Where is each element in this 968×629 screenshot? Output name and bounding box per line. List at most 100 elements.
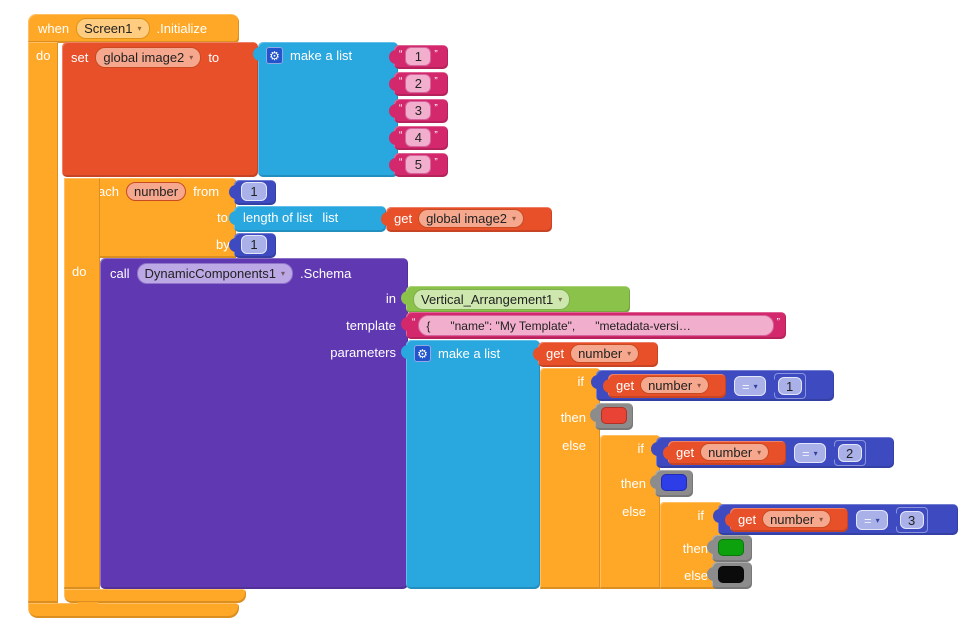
variable-dropdown-value: number (648, 377, 693, 393)
string-block[interactable]: “ 4 ” (389, 126, 448, 150)
arrangement-dropdown[interactable]: Vertical_Arrangement1 ▾ (413, 289, 571, 310)
open-quote: “ (412, 317, 416, 328)
get-number-block[interactable]: get number ▾ (603, 374, 726, 398)
equals-operator-dropdown[interactable]: = ▾ (794, 443, 826, 463)
equals-operator-value: = (742, 378, 750, 394)
chevron-down-icon: ▾ (813, 448, 818, 458)
when-left-column (28, 42, 58, 603)
set-variable-block[interactable]: set global image2 ▾ to (62, 42, 258, 177)
open-quote: “ (399, 76, 403, 87)
compare-block-2[interactable]: get number ▾ = ▾ 2 (651, 437, 894, 468)
compare-block-1[interactable]: get number ▾ = ▾ 1 (591, 370, 834, 401)
get-number-block[interactable]: get number ▾ (725, 508, 848, 532)
arrangement-dropdown-value: Vertical_Arrangement1 (421, 292, 554, 307)
number-block[interactable]: 1 (769, 373, 806, 399)
if-block-1[interactable]: if then else (540, 368, 600, 589)
call-schema-block[interactable]: call DynamicComponents1 ▾ .Schema in tem… (100, 258, 408, 589)
variable-dropdown[interactable]: number ▾ (570, 344, 640, 363)
number-block[interactable]: 2 (829, 440, 866, 466)
variable-dropdown[interactable]: number ▾ (640, 376, 710, 394)
color-block[interactable] (707, 535, 752, 562)
event-name-label: .Initialize (156, 21, 208, 36)
number-field[interactable]: 1 (241, 182, 267, 201)
chevron-down-icon: ▾ (627, 349, 632, 358)
string-block[interactable]: “ 5 ” (389, 153, 448, 177)
number-field[interactable]: 1 (241, 235, 267, 254)
make-a-list-label: make a list (438, 346, 501, 361)
template-string-block[interactable]: “ { "name": "My Template", "metadata-ver… (401, 312, 786, 339)
string-text-field[interactable]: 3 (405, 101, 432, 120)
if-label: if (577, 374, 585, 389)
when-event-block[interactable]: when Screen1 ▾ .Initialize (28, 14, 239, 43)
screen-dropdown[interactable]: Screen1 ▾ (76, 18, 150, 39)
for-each-do-label: do (72, 264, 87, 279)
color-block[interactable] (590, 403, 633, 430)
component-selector-block[interactable]: Vertical_Arrangement1 ▾ (401, 286, 630, 313)
set-variable-value: global image2 (103, 50, 185, 65)
length-of-list-block[interactable]: length of list list (229, 206, 386, 232)
string-text-field[interactable]: 2 (405, 74, 432, 93)
for-each-left-column (64, 178, 100, 589)
get-label: get (394, 211, 413, 226)
variable-dropdown[interactable]: number ▾ (762, 510, 832, 528)
number-field[interactable]: 2 (837, 444, 862, 462)
close-quote: ” (776, 317, 780, 328)
string-block[interactable]: “ 2 ” (389, 72, 448, 96)
if-block-2[interactable]: if then else (600, 435, 660, 589)
chevron-down-icon: ▾ (189, 53, 194, 62)
by-label: by (216, 237, 230, 252)
template-label: template (346, 318, 396, 333)
color-swatch-red[interactable] (601, 407, 627, 424)
else-label: else (684, 568, 708, 583)
set-variable-dropdown[interactable]: global image2 ▾ (95, 47, 202, 68)
get-variable-dropdown[interactable]: global image2 ▾ (418, 209, 525, 228)
variable-dropdown-value: number (708, 444, 753, 460)
number-field[interactable]: 1 (777, 377, 802, 395)
mutator-gear-icon[interactable]: ⚙ (414, 345, 431, 362)
number-field[interactable]: 3 (899, 511, 924, 529)
equals-operator-value: = (864, 512, 872, 528)
make-a-list-block-2[interactable]: ⚙ make a list (401, 340, 540, 589)
get-number-block[interactable]: get number ▾ (533, 342, 658, 367)
get-number-block[interactable]: get number ▾ (663, 441, 786, 465)
variable-dropdown[interactable]: number ▾ (700, 443, 770, 461)
color-swatch-green[interactable] (718, 539, 744, 556)
equals-operator-dropdown[interactable]: = ▾ (734, 376, 766, 396)
to-label: to (208, 50, 220, 65)
mutator-gear-icon[interactable]: ⚙ (266, 47, 283, 64)
color-swatch-black[interactable] (718, 566, 744, 583)
when-do-label: do (36, 48, 51, 63)
string-text-field[interactable]: 5 (405, 155, 432, 174)
number-block[interactable]: 3 (891, 507, 928, 533)
string-block[interactable]: “ 3 ” (389, 99, 448, 123)
chevron-down-icon: ▾ (819, 514, 824, 524)
compare-block-3[interactable]: get number ▾ = ▾ 3 (713, 504, 958, 535)
for-each-bottom-bar (64, 589, 246, 609)
loop-variable-field[interactable]: number (125, 182, 187, 201)
color-swatch-blue[interactable] (661, 474, 687, 491)
get-global-variable-block[interactable]: get global image2 ▾ (381, 207, 552, 232)
call-label: call (110, 266, 130, 281)
close-quote: ” (434, 76, 438, 87)
when-label: when (38, 21, 70, 36)
parameters-label: parameters (330, 345, 396, 360)
chevron-down-icon: ▾ (281, 269, 286, 278)
template-text-field[interactable]: { "name": "My Template", "metadata-versi… (418, 315, 774, 336)
else-label: else (622, 504, 646, 519)
color-block[interactable] (650, 470, 693, 497)
string-text-field[interactable]: 4 (405, 128, 432, 147)
color-block[interactable] (707, 562, 752, 589)
loop-variable-value: number (133, 184, 179, 199)
equals-operator-dropdown[interactable]: = ▾ (856, 510, 888, 530)
when-bottom-bar (28, 603, 239, 618)
number-block[interactable]: 1 (229, 233, 276, 258)
close-quote: ” (434, 49, 438, 60)
component-dropdown[interactable]: DynamicComponents1 ▾ (136, 263, 294, 284)
make-a-list-block-1[interactable]: ⚙ make a list (253, 42, 398, 177)
string-text-field[interactable]: 1 (405, 47, 432, 66)
variable-dropdown-value: number (578, 346, 623, 361)
number-block[interactable]: 1 (229, 180, 276, 205)
chevron-down-icon: ▾ (757, 447, 762, 457)
string-block[interactable]: “ 1 ” (389, 45, 448, 69)
